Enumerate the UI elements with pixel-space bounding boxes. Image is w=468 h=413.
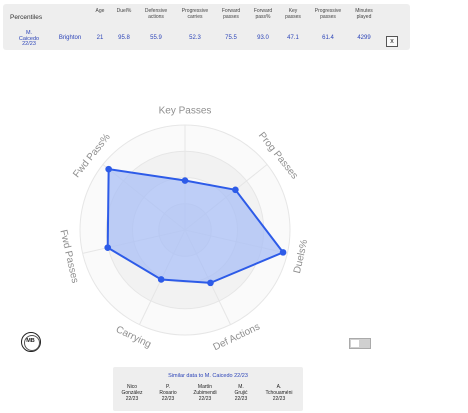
theme-toggle[interactable] xyxy=(349,338,371,349)
column-header: Age xyxy=(95,8,105,14)
radar-data-point xyxy=(104,244,112,251)
percentile-value: 61.4 xyxy=(322,35,334,41)
column-header: Progressive passes xyxy=(314,8,342,20)
similar-title: Similar data to M. Caicedo 22/23 xyxy=(168,373,248,379)
column-header: Defensive actions xyxy=(144,8,168,20)
similar-player-link[interactable]: Nico González 22/23 xyxy=(121,384,143,402)
column-header: Forward pass% xyxy=(253,8,273,20)
radar-axis-label: Duels% xyxy=(292,238,310,274)
radar-axis-label: Fwd Passes xyxy=(60,229,80,285)
close-button[interactable]: x xyxy=(386,36,398,47)
column-header: Key passes xyxy=(285,8,301,20)
radar-series-area xyxy=(106,168,285,284)
percentile-value: 75.5 xyxy=(225,35,237,41)
mb-logo-text: MB xyxy=(26,338,35,344)
radar-data-point xyxy=(157,276,165,283)
percentile-value: 93.0 xyxy=(257,35,269,41)
similar-players-panel: Similar data to M. Caicedo 22/23 Nico Gon… xyxy=(113,367,303,411)
percentile-value: 95.8 xyxy=(118,35,130,41)
similar-player-link[interactable]: P. Rosario 22/23 xyxy=(159,384,177,402)
radar-axis-label: Key Passes xyxy=(159,106,212,117)
similar-player-link[interactable]: A. Tchouaméni 22/23 xyxy=(265,384,293,402)
player-name[interactable]: M. Caicedo 22/23 xyxy=(18,30,40,47)
percentile-value: 21 xyxy=(96,35,104,41)
percentile-value: 52.3 xyxy=(189,35,201,41)
radar-data-point xyxy=(207,279,214,287)
toggle-knob xyxy=(351,340,359,347)
mb-logo-badge[interactable]: MB xyxy=(21,332,41,352)
team-name[interactable]: Brighton xyxy=(58,35,82,41)
radar-data-point xyxy=(232,186,239,194)
radar-data-point xyxy=(279,249,287,256)
column-header: Minutes played xyxy=(355,8,373,20)
radar-data-point xyxy=(105,165,112,173)
percentile-value: 4299 xyxy=(357,35,371,41)
percentiles-panel: Percentiles Age Duel% Defensive actions Prog… xyxy=(3,4,410,50)
percentile-value: 55.9 xyxy=(150,35,162,41)
similar-player-link[interactable]: Martín Zubimendi 22/23 xyxy=(193,384,217,402)
percentiles-title: Percentiles xyxy=(10,14,43,21)
column-header: Progressive carries xyxy=(181,8,209,20)
radar-data-point xyxy=(181,177,189,184)
percentile-value: 47.1 xyxy=(287,35,299,41)
column-header: Forward passes xyxy=(221,8,241,20)
similar-player-link[interactable]: M. Grujić 22/23 xyxy=(234,384,248,402)
column-header: Duel% xyxy=(116,8,132,14)
